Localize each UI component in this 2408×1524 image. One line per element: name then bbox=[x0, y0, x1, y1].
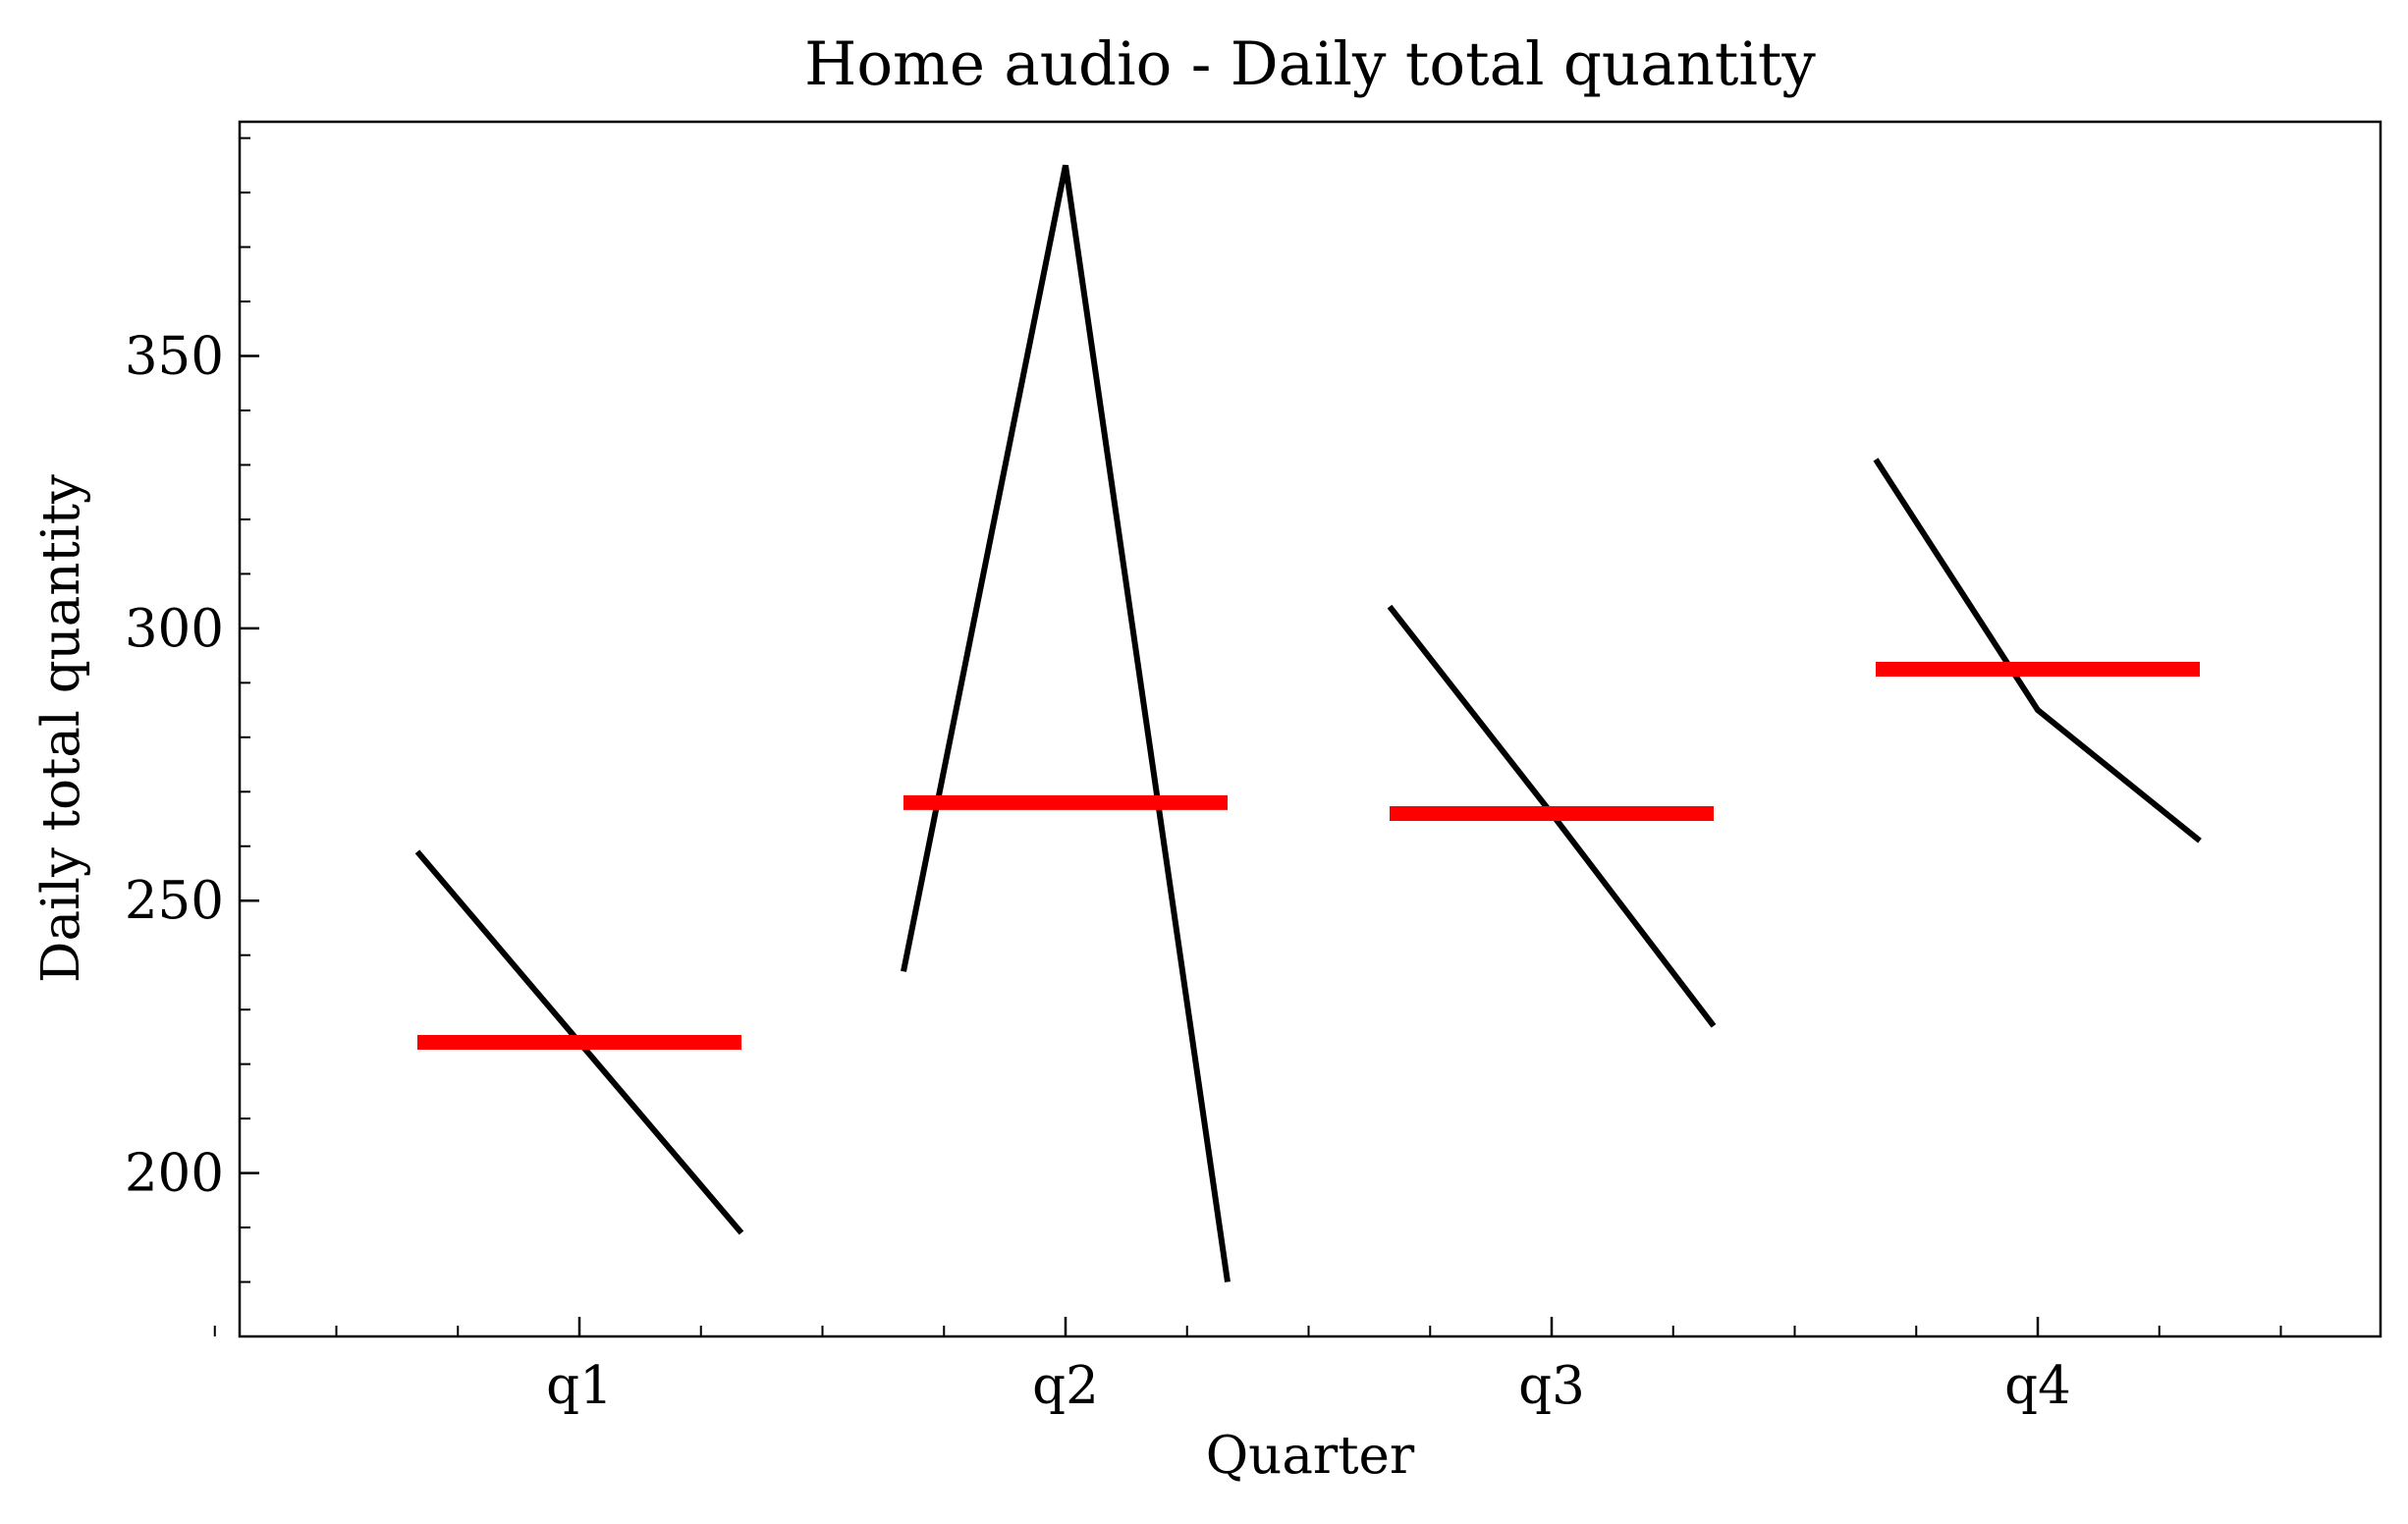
y-tick-labels: 200 250 300 350 bbox=[125, 327, 224, 1204]
y-axis-label: Daily total quantity bbox=[31, 474, 91, 983]
y-tick-label: 300 bbox=[125, 599, 224, 659]
minor-ticks bbox=[213, 136, 2282, 1337]
x-tick-label-q2: q2 bbox=[1032, 1356, 1099, 1416]
series-line-q2 bbox=[901, 164, 1231, 1282]
y-tick-label: 250 bbox=[125, 871, 224, 931]
y-tick-label: 200 bbox=[125, 1144, 224, 1204]
chart-title: Home audio - Daily total quantity bbox=[804, 29, 1816, 99]
series-line-q4 bbox=[1873, 458, 2202, 844]
x-tick-labels: q1 q2 q3 q4 bbox=[546, 1356, 2071, 1416]
x-axis-label: Quarter bbox=[1206, 1426, 1415, 1486]
y-tick-label: 350 bbox=[125, 327, 224, 387]
x-tick-label-q3: q3 bbox=[1518, 1356, 1585, 1416]
major-ticks bbox=[240, 354, 2040, 1336]
x-tick-label-q1: q1 bbox=[546, 1356, 613, 1416]
mean-markers bbox=[417, 661, 2200, 1050]
plot-frame bbox=[238, 120, 2382, 1338]
x-tick-label-q4: q4 bbox=[2004, 1356, 2071, 1416]
